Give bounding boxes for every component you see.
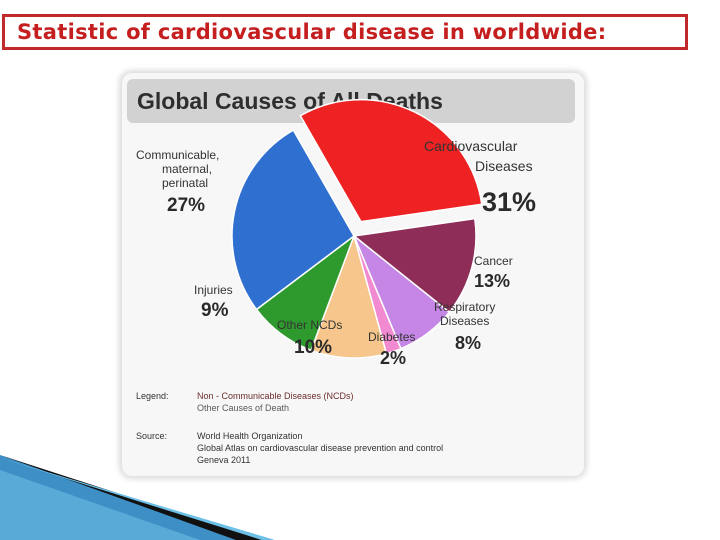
- value-other-ncds: 10%: [294, 337, 332, 358]
- label-communicable-1: Communicable,: [136, 148, 219, 162]
- label-cardiovascular-2: Diseases: [475, 158, 533, 174]
- slide-title: Statistic of cardiovascular disease in w…: [2, 14, 688, 50]
- label-other-ncds: Other NCDs: [277, 318, 342, 332]
- pie-slice-communicable-maternal-perinatal: [231, 129, 355, 311]
- value-cardiovascular: 31%: [482, 187, 536, 217]
- label-diabetes: Diabetes: [368, 330, 415, 344]
- pie-slices: [231, 98, 483, 359]
- label-respiratory-1: Respiratory: [434, 300, 495, 314]
- label-cardiovascular: Cardiovascular: [424, 138, 518, 154]
- label-injuries: Injuries: [194, 283, 233, 297]
- source-label: Source:: [136, 431, 168, 441]
- label-respiratory-2: Diseases: [440, 314, 489, 328]
- value-injuries: 9%: [201, 300, 229, 321]
- value-respiratory: 8%: [455, 333, 481, 353]
- value-diabetes: 2%: [380, 348, 406, 368]
- pie-slice-other-ncds: [310, 233, 388, 359]
- value-communicable: 27%: [167, 195, 205, 216]
- pie-chart: Cardiovascular Diseases 31% Communicable…: [136, 98, 536, 368]
- label-cancer: Cancer: [474, 254, 513, 268]
- legend-label: Legend:: [136, 391, 169, 401]
- source-line-1: World Health Organization: [197, 431, 303, 441]
- source-line-3: Geneva 2011: [197, 455, 251, 465]
- label-communicable-2: maternal,: [162, 162, 212, 176]
- label-communicable-3: perinatal: [162, 176, 208, 190]
- pie-slice-cancer: [352, 217, 477, 314]
- source-line-2: Global Atlas on cardiovascular disease p…: [197, 443, 444, 453]
- value-cancer: 13%: [474, 271, 510, 291]
- pie-slice-cardiovascular-diseases: [299, 98, 483, 223]
- chart-card: Global Causes of All Deaths Cardiovascul…: [122, 73, 584, 476]
- legend-entry-ncds: Non - Communicable Diseases (NCDs): [197, 391, 354, 401]
- legend-entry-other: Other Causes of Death: [197, 403, 290, 413]
